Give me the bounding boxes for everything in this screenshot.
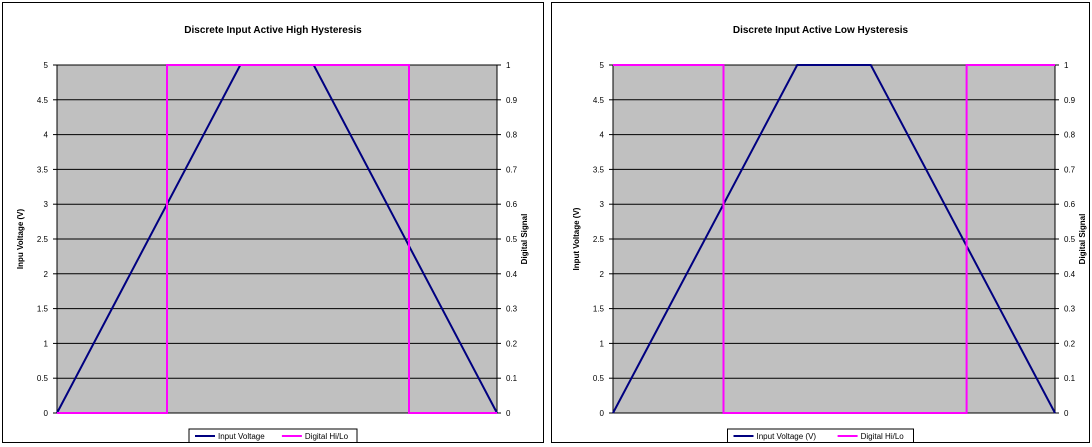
legend-entry: Digital Hi/Lo [861,432,905,441]
y-tick-label: 2 [600,270,605,279]
y-tick-label: 4 [600,131,605,140]
y2-tick-label: 0.1 [506,374,518,383]
y-tick-label: 3.5 [593,165,605,174]
y-tick-label: 1.5 [37,305,49,314]
y-tick-label: 4 [44,131,49,140]
y-tick-label: 2 [44,270,49,279]
y-tick-label: 1.5 [593,305,605,314]
series-line-digital-hi-lo [57,64,497,414]
y2-tick-label: 0.7 [1064,165,1076,174]
y-tick-label: 0.5 [593,374,605,383]
y-tick-label: 2.5 [37,235,49,244]
y-axis-label: Input Voltage (V) [572,207,581,270]
y2-tick-label: 0.6 [1064,200,1076,209]
y-tick-label: 0.5 [37,374,49,383]
chart-title: Discrete Input Active High Hysteresis [184,25,362,36]
y2-axis-label: Digital Signal [520,214,529,265]
y2-tick-label: 0.4 [1064,270,1076,279]
series-line-input-voltage [612,64,1056,414]
legend-entry: Digital Hi/Lo [305,432,349,441]
y-tick-label: 3.5 [37,165,49,174]
y2-tick-label: 0.2 [506,339,518,348]
y2-tick-label: 0.5 [1064,235,1076,244]
y2-tick-label: 0 [1064,409,1069,418]
y-tick-label: 5 [600,61,605,70]
series-line-digital-hi-lo [613,64,1055,414]
y-tick-label: 5 [44,61,49,70]
y2-tick-label: 0.6 [506,200,518,209]
legend-entry: Input Voltage [218,432,265,441]
chart-title: Discrete Input Active Low Hysteresis [733,25,909,36]
y2-tick-label: 0.3 [506,305,518,314]
y2-tick-label: 0.5 [506,235,518,244]
y-tick-label: 4.5 [37,96,49,105]
y2-tick-label: 0.9 [1064,96,1076,105]
chart-active-low: Discrete Input Active Low Hysteresis 0 0 0.… [551,2,1090,443]
chart-active-low-svg: Discrete Input Active Low Hysteresis 0 0 0.… [572,25,1087,442]
legend: Input Voltage Digital Hi/Lo [188,428,358,442]
y2-axis-label: Digital Signal [1078,214,1087,265]
y2-tick-label: 0.7 [506,165,518,174]
y-tick-label: 0 [44,409,49,418]
y2-tick-label: 0 [506,409,511,418]
y2-tick-label: 0.9 [506,96,518,105]
y-tick-label: 4.5 [593,96,605,105]
legend-box [188,428,358,442]
chart-active-high-svg: Discrete Input Active High Hysteresis 0 0 0… [16,25,529,442]
chart-active-high: Discrete Input Active High Hysteresis 0 0 0… [2,2,544,443]
y-tick-label: 3 [44,200,49,209]
y-tick-label: 1 [600,339,605,348]
y-tick-label: 1 [44,339,49,348]
y2-tick-label: 0.8 [506,131,518,140]
legend-entry: Input Voltage (V) [757,432,817,441]
y2-tick-label: 1 [506,61,511,70]
y-tick-label: 0 [600,409,605,418]
legend: Input Voltage (V) Digital Hi/Lo [727,428,914,442]
y2-tick-label: 0.4 [506,270,518,279]
y-tick-label: 3 [600,200,605,209]
y2-tick-label: 0.3 [1064,305,1076,314]
y2-tick-label: 0.8 [1064,131,1076,140]
y2-tick-label: 0.2 [1064,339,1076,348]
y-tick-label: 2.5 [593,235,605,244]
y2-tick-label: 0.1 [1064,374,1076,383]
y-axis-label: Inpu Voltage (V) [16,209,25,270]
legend-box [727,428,914,442]
y2-tick-label: 1 [1064,61,1069,70]
